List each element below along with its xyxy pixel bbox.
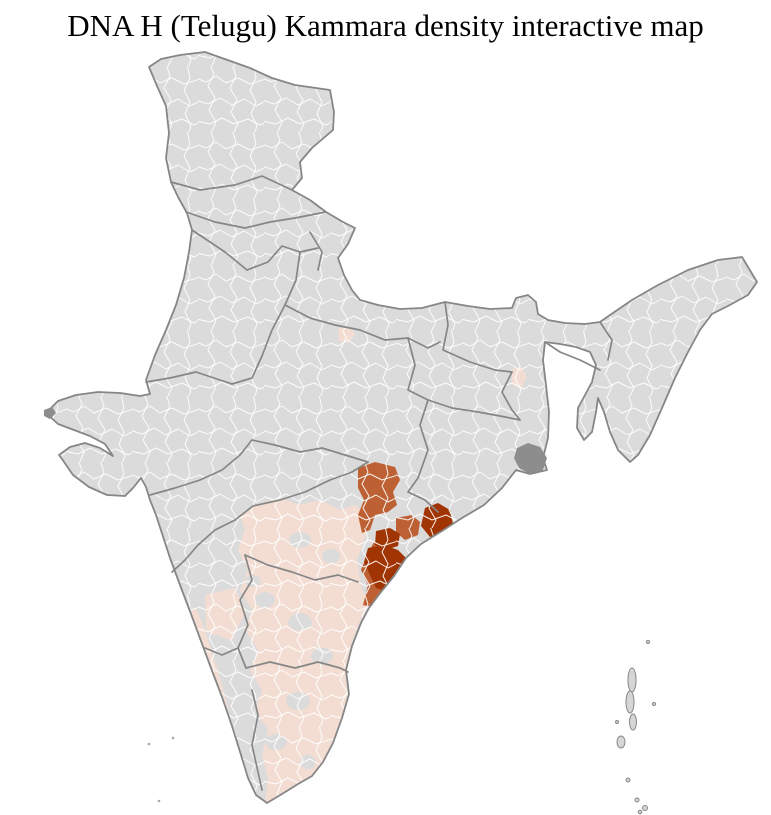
region-sundarbans-dark[interactable] [514,443,547,474]
region-gujarat-tip-dark[interactable] [44,407,56,419]
page-title: DNA H (Telugu) Kammara density interacti… [67,8,704,43]
marked-dark-districts [44,407,547,474]
state-borders [145,175,613,791]
andaman-nicobar-islands[interactable] [615,640,656,815]
district-mesh-overlay [46,52,757,803]
lakshadweep-islands[interactable] [147,736,175,803]
